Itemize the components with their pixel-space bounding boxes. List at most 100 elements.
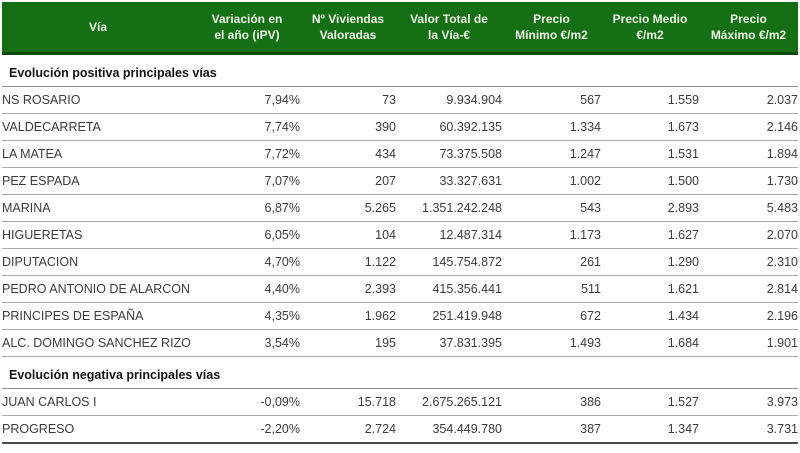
cell-precio_max: 2.070 — [699, 221, 798, 249]
column-header-valor-total: Valor Total de la Vía-€ — [396, 2, 502, 55]
column-header-label: Variación en — [211, 12, 283, 26]
cell-precio_min: 511 — [502, 275, 601, 303]
cell-variacion: 4,70% — [194, 248, 300, 276]
header-row: Vía Variación en el año (iPV) Nº Viviend… — [2, 2, 798, 55]
cell-precio_min: 543 — [502, 194, 601, 222]
cell-precio_max: 5.483 — [699, 194, 798, 222]
column-header-label: Precio Medio — [612, 12, 688, 26]
column-header-variacion: Variación en el año (iPV) — [194, 2, 300, 55]
cell-viviendas: 73 — [300, 86, 396, 114]
cell-precio_medio: 1.500 — [601, 167, 699, 195]
column-header-via: Vía — [2, 2, 194, 55]
cell-valor_total: 73.375.508 — [396, 140, 502, 168]
column-header-label: €/m2 — [636, 28, 664, 42]
column-header-label: Mínimo €/m2 — [515, 28, 588, 42]
column-header-label: Máximo €/m2 — [710, 28, 787, 42]
column-header-label: el año (iPV) — [214, 28, 280, 42]
cell-valor_total: 12.487.314 — [396, 221, 502, 249]
column-header-precio-maximo: Precio Máximo €/m2 — [699, 2, 798, 55]
cell-viviendas: 5.265 — [300, 194, 396, 222]
section-title: Evolución positiva principales vías — [2, 53, 798, 87]
cell-via: PROGRESO — [2, 415, 194, 444]
cell-precio_medio: 1.347 — [601, 415, 699, 444]
cell-variacion: 6,87% — [194, 194, 300, 222]
cell-precio_medio: 1.673 — [601, 113, 699, 141]
column-header-label: Valoradas — [319, 28, 377, 42]
cell-precio_min: 1.002 — [502, 167, 601, 195]
table-row: HIGUERETAS 6,05% 104 12.487.314 1.173 1.627 2.… — [2, 221, 798, 249]
cell-viviendas: 2.724 — [300, 415, 396, 444]
cell-via: HIGUERETAS — [2, 221, 194, 249]
column-header-label: Valor Total de — [410, 12, 488, 26]
cell-precio_max: 2.310 — [699, 248, 798, 276]
cell-via: ALC. DOMINGO SANCHEZ RIZO — [2, 329, 194, 357]
cell-precio_min: 1.247 — [502, 140, 601, 168]
cell-viviendas: 104 — [300, 221, 396, 249]
cell-viviendas: 434 — [300, 140, 396, 168]
cell-precio_min: 1.334 — [502, 113, 601, 141]
cell-precio_medio: 1.559 — [601, 86, 699, 114]
cell-valor_total: 60.392.135 — [396, 113, 502, 141]
cell-precio_min: 672 — [502, 302, 601, 330]
cell-viviendas: 2.393 — [300, 275, 396, 303]
cell-precio_max: 3.731 — [699, 415, 798, 444]
cell-variacion: 4,35% — [194, 302, 300, 330]
cell-valor_total: 145.754.872 — [396, 248, 502, 276]
cell-variacion: 7,07% — [194, 167, 300, 195]
column-header-viviendas: Nº Viviendas Valoradas — [300, 2, 396, 55]
cell-valor_total: 1.351.242.248 — [396, 194, 502, 222]
column-header-label: Precio — [533, 12, 570, 26]
cell-via: PRINCIPES DE ESPAÑA — [2, 302, 194, 330]
table-row: PROGRESO -2,20% 2.724 354.449.780 387 1.347 3.… — [2, 415, 798, 444]
column-header-label: Nº Viviendas — [311, 12, 385, 26]
section-row: Evolución negativa principales vías — [2, 356, 798, 389]
cell-via: VALDECARRETA — [2, 113, 194, 141]
cell-viviendas: 207 — [300, 167, 396, 195]
table-row: NS ROSARIO 7,94% 73 9.934.904 567 1.559 2.037 — [2, 86, 798, 114]
table-row: VALDECARRETA 7,74% 390 60.392.135 1.334 1.673… — [2, 113, 798, 141]
column-header-precio-minimo: Precio Mínimo €/m2 — [502, 2, 601, 55]
table-row: PEZ ESPADA 7,07% 207 33.327.631 1.002 1.500 1.… — [2, 167, 798, 195]
cell-viviendas: 390 — [300, 113, 396, 141]
table-row: PEDRO ANTONIO DE ALARCON 4,40% 2.393 415.35… — [2, 275, 798, 303]
cell-precio_medio: 1.684 — [601, 329, 699, 357]
column-header-label: Vía — [88, 20, 107, 34]
table-header: Vía Variación en el año (iPV) Nº Viviend… — [2, 2, 798, 55]
cell-precio_medio: 1.627 — [601, 221, 699, 249]
column-header-label: la Vía-€ — [427, 28, 471, 42]
table-row: LA MATEA 7,72% 434 73.375.508 1.247 1.531 1.89… — [2, 140, 798, 168]
cell-variacion: -0,09% — [194, 388, 300, 416]
cell-viviendas: 1.962 — [300, 302, 396, 330]
cell-precio_medio: 2.893 — [601, 194, 699, 222]
cell-via: PEZ ESPADA — [2, 167, 194, 195]
cell-valor_total: 354.449.780 — [396, 415, 502, 444]
cell-precio_max: 2.196 — [699, 302, 798, 330]
cell-variacion: 4,40% — [194, 275, 300, 303]
cell-precio_max: 3.973 — [699, 388, 798, 416]
cell-variacion: 3,54% — [194, 329, 300, 357]
section-row: Evolución positiva principales vías — [2, 53, 798, 87]
cell-via: PEDRO ANTONIO DE ALARCON — [2, 275, 194, 303]
column-header-label: Precio — [730, 12, 767, 26]
cell-precio_medio: 1.290 — [601, 248, 699, 276]
cell-precio_min: 387 — [502, 415, 601, 444]
cell-valor_total: 33.327.631 — [396, 167, 502, 195]
cell-via: NS ROSARIO — [2, 86, 194, 114]
street-valuation-table: Vía Variación en el año (iPV) Nº Viviend… — [2, 2, 798, 444]
cell-precio_medio: 1.621 — [601, 275, 699, 303]
cell-variacion: 6,05% — [194, 221, 300, 249]
cell-viviendas: 195 — [300, 329, 396, 357]
cell-via: MARINA — [2, 194, 194, 222]
cell-via: JUAN CARLOS I — [2, 388, 194, 416]
section-title: Evolución negativa principales vías — [2, 356, 798, 389]
cell-variacion: 7,72% — [194, 140, 300, 168]
cell-valor_total: 9.934.904 — [396, 86, 502, 114]
cell-variacion: -2,20% — [194, 415, 300, 444]
cell-valor_total: 415.356.441 — [396, 275, 502, 303]
cell-variacion: 7,74% — [194, 113, 300, 141]
cell-precio_min: 1.493 — [502, 329, 601, 357]
cell-precio_max: 2.814 — [699, 275, 798, 303]
cell-precio_max: 2.037 — [699, 86, 798, 114]
cell-precio_max: 1.730 — [699, 167, 798, 195]
cell-valor_total: 37.831.395 — [396, 329, 502, 357]
